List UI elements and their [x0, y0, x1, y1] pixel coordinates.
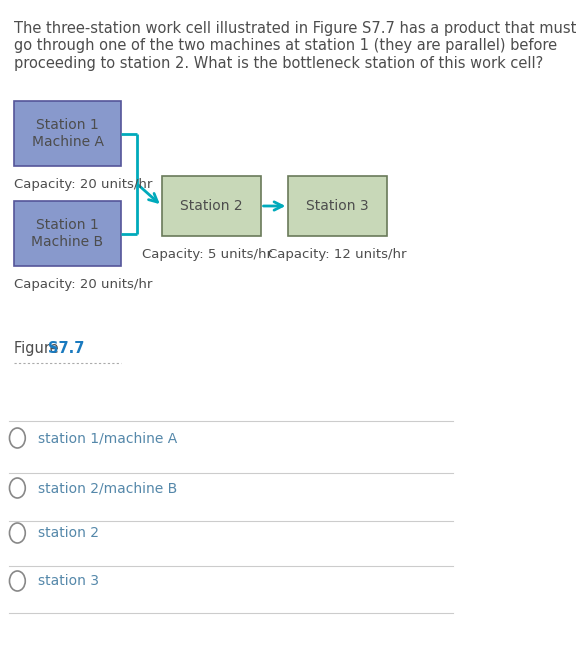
Text: station 2/machine B: station 2/machine B: [38, 481, 177, 495]
Text: S7.7: S7.7: [48, 341, 85, 356]
Text: Figure: Figure: [14, 341, 63, 356]
FancyBboxPatch shape: [14, 101, 121, 166]
Text: Capacity: 20 units/hr: Capacity: 20 units/hr: [14, 178, 153, 191]
Text: Station 1
Machine B: Station 1 Machine B: [32, 218, 104, 249]
Text: station 2: station 2: [38, 526, 99, 540]
Text: station 1/machine A: station 1/machine A: [38, 431, 177, 445]
FancyBboxPatch shape: [288, 176, 387, 236]
Text: Capacity: 5 units/hr: Capacity: 5 units/hr: [142, 248, 273, 261]
Text: Station 1
Machine A: Station 1 Machine A: [32, 118, 104, 148]
Text: Station 2: Station 2: [180, 199, 243, 213]
Text: Capacity: 20 units/hr: Capacity: 20 units/hr: [14, 278, 153, 291]
FancyBboxPatch shape: [14, 201, 121, 266]
Text: Capacity: 12 units/hr: Capacity: 12 units/hr: [269, 248, 407, 261]
Text: Station 3: Station 3: [307, 199, 369, 213]
Text: The three-station work cell illustrated in Figure S7.7 has a product that must
g: The three-station work cell illustrated …: [14, 21, 577, 71]
Text: station 3: station 3: [38, 574, 99, 588]
FancyBboxPatch shape: [162, 176, 261, 236]
